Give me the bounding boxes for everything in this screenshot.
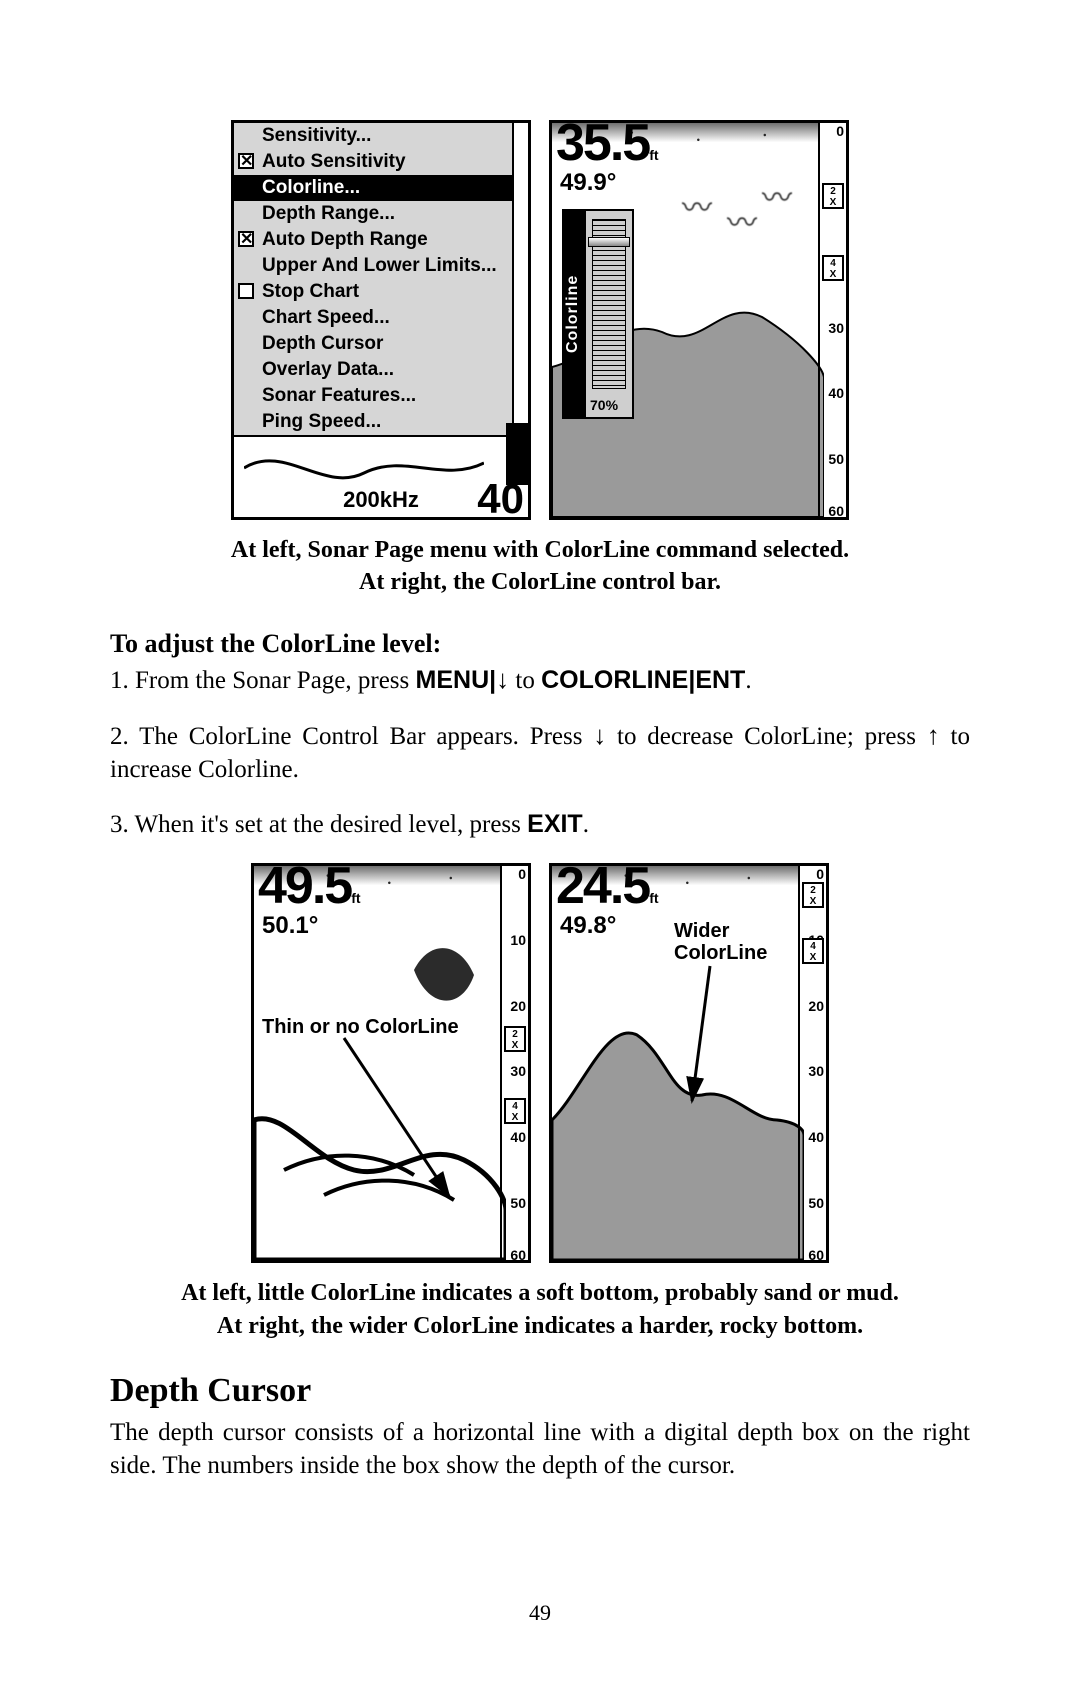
- menu-item-label: Overlay Data...: [262, 359, 394, 380]
- text: to: [509, 667, 541, 694]
- zoom-4x-badge: 4X: [504, 1098, 526, 1124]
- caption-line: At right, the wider ColorLine indicates …: [217, 1313, 863, 1339]
- sonar-bottom-curve: [244, 443, 484, 493]
- ruler-tick: 50: [502, 1195, 526, 1211]
- menu-item[interactable]: Overlay Data...: [234, 357, 512, 383]
- ruler-tick: 20: [502, 998, 526, 1014]
- ruler-tick: 0: [800, 866, 824, 882]
- zoom-2x-badge: 2X: [822, 183, 844, 209]
- menu-item-label: Sensitivity...: [262, 125, 371, 146]
- text: to decrease ColorLine; press: [606, 723, 926, 750]
- menu-item-label: Auto Depth Range: [262, 229, 428, 250]
- ruler-tick: 40: [820, 385, 844, 401]
- ruler-tick: 40: [502, 1129, 526, 1145]
- menu-item[interactable]: Ping Speed...: [234, 409, 512, 435]
- text: 1. From the Sonar Page, press: [110, 667, 416, 694]
- zoom-2x-badge: 2X: [802, 882, 824, 908]
- text: .: [583, 811, 589, 838]
- caption-line: At left, little ColorLine indicates a so…: [181, 1280, 899, 1306]
- wider-colorline-screen: 24.5ft 49.8° Wider ColorLine 01020304050…: [549, 863, 829, 1263]
- menu-item[interactable]: Colorline...: [234, 175, 512, 201]
- instruction-step-1: 1. From the Sonar Page, press MENU|↓ to …: [110, 663, 970, 697]
- menu-item[interactable]: Depth Range...: [234, 201, 512, 227]
- zoom-4x-badge: 4X: [822, 255, 844, 281]
- caption-line: At left, Sonar Page menu with ColorLine …: [231, 537, 849, 563]
- text: .: [745, 667, 751, 694]
- page-number: 49: [0, 1600, 1080, 1626]
- figure-2-caption: At left, little ColorLine indicates a so…: [110, 1277, 970, 1342]
- colorline-control-slider[interactable]: [588, 237, 630, 247]
- ruler-tick: 50: [800, 1195, 824, 1211]
- menu-item[interactable]: Chart Speed...: [234, 305, 512, 331]
- figure-1-caption: At left, Sonar Page menu with ColorLine …: [110, 534, 970, 599]
- menu-item[interactable]: Stop Chart: [234, 279, 512, 305]
- instruction-step-2: 2. The ColorLine Control Bar appears. Pr…: [110, 719, 970, 786]
- text: 3. When it's set at the desired level, p…: [110, 811, 527, 838]
- menu-item-label: Chart Speed...: [262, 307, 390, 328]
- ruler-tick: 30: [502, 1063, 526, 1079]
- ruler-tick: 0: [502, 866, 526, 882]
- depth-ruler: 0 10 20 30 40 50 60: [500, 866, 528, 1260]
- annotation-arrow: [254, 866, 531, 1263]
- text: 2. The ColorLine Control Bar appears. Pr…: [110, 723, 593, 750]
- menu-checkbox[interactable]: [238, 153, 254, 169]
- zoom-2x-badge: 2X: [504, 1026, 526, 1052]
- caption-line: At right, the ColorLine control bar.: [359, 569, 721, 595]
- ruler-tick: 20: [800, 998, 824, 1014]
- menu-item-label: Upper And Lower Limits...: [262, 255, 497, 276]
- sonar-page-menu: Sensitivity... Auto Sensitivity Colorline.…: [234, 123, 514, 437]
- menu-item-label: Ping Speed...: [262, 411, 381, 432]
- ruler-tick: 60: [800, 1247, 824, 1263]
- ruler-tick: 0: [820, 123, 844, 139]
- depth-ruler: 0102030405060: [798, 866, 826, 1260]
- ruler-tick: 30: [820, 320, 844, 336]
- menu-item[interactable]: Sonar Features...: [234, 383, 512, 409]
- key-menu: MENU: [416, 666, 490, 694]
- menu-item-label: Stop Chart: [262, 281, 359, 302]
- instruction-step-3: 3. When it's set at the desired level, p…: [110, 808, 970, 841]
- instructions-subhead: To adjust the ColorLine level:: [110, 629, 970, 659]
- fish-arch-icon: 〰: [727, 198, 757, 242]
- up-arrow-icon: ↑: [927, 721, 940, 750]
- fish-arch-icon: 〰: [762, 173, 792, 217]
- menu-item[interactable]: Sensitivity...: [234, 123, 512, 149]
- menu-item-label: Depth Range...: [262, 203, 395, 224]
- down-arrow-icon: ↓: [593, 721, 606, 750]
- menu-item[interactable]: Depth Cursor: [234, 331, 512, 357]
- key-exit: EXIT: [527, 810, 583, 838]
- menu-item[interactable]: Auto Sensitivity: [234, 149, 512, 175]
- ruler-tick: 10: [502, 932, 526, 948]
- menu-item-label: Auto Sensitivity: [262, 151, 406, 172]
- colorline-control-label: Colorline: [564, 211, 586, 417]
- colorline-control-value: 70%: [590, 397, 618, 413]
- thin-colorline-screen: 49.5ft 50.1° Thin or no ColorLine 010203…: [251, 863, 531, 1263]
- figure-1-row: Sensitivity... Auto Sensitivity Colorline.…: [110, 120, 970, 520]
- colorline-control-bar: Colorline 70%: [562, 209, 634, 419]
- colorline-control-screen: 35.5ft 49.9° 〰 〰 〰 Colorline 70% 0102030…: [549, 120, 849, 520]
- menu-item[interactable]: Auto Depth Range: [234, 227, 512, 253]
- zoom-4x-badge: 4X: [802, 938, 824, 964]
- sonar-menu-screen: Sensitivity... Auto Sensitivity Colorline.…: [231, 120, 531, 520]
- menu-item[interactable]: Upper And Lower Limits...: [234, 253, 512, 279]
- annotation-arrow: [552, 866, 829, 1263]
- menu-item-label: Depth Cursor: [262, 333, 383, 354]
- ruler-tick: 50: [820, 451, 844, 467]
- figure-2-row: 49.5ft 50.1° Thin or no ColorLine 010203…: [110, 863, 970, 1263]
- ruler-tick: 60: [502, 1247, 526, 1263]
- ruler-tick: 60: [820, 503, 844, 519]
- menu-checkbox[interactable]: [238, 283, 254, 299]
- menu-checkbox[interactable]: [238, 231, 254, 247]
- down-arrow-icon: ↓: [496, 665, 509, 694]
- depth-cursor-paragraph: The depth cursor consists of a horizonta…: [110, 1416, 970, 1482]
- menu-item-label: Sonar Features...: [262, 385, 416, 406]
- section-heading-depth-cursor: Depth Cursor: [110, 1372, 970, 1410]
- ruler-tick: 40: [800, 1129, 824, 1145]
- menu-item-label: Colorline...: [262, 177, 360, 198]
- key-colorline: CCOLORLINEOLORLINE: [541, 666, 688, 694]
- key-ent: ENT: [695, 666, 745, 694]
- depth-range-label: 40: [477, 475, 524, 520]
- fish-arch-icon: 〰: [682, 183, 712, 227]
- ruler-tick: 30: [800, 1063, 824, 1079]
